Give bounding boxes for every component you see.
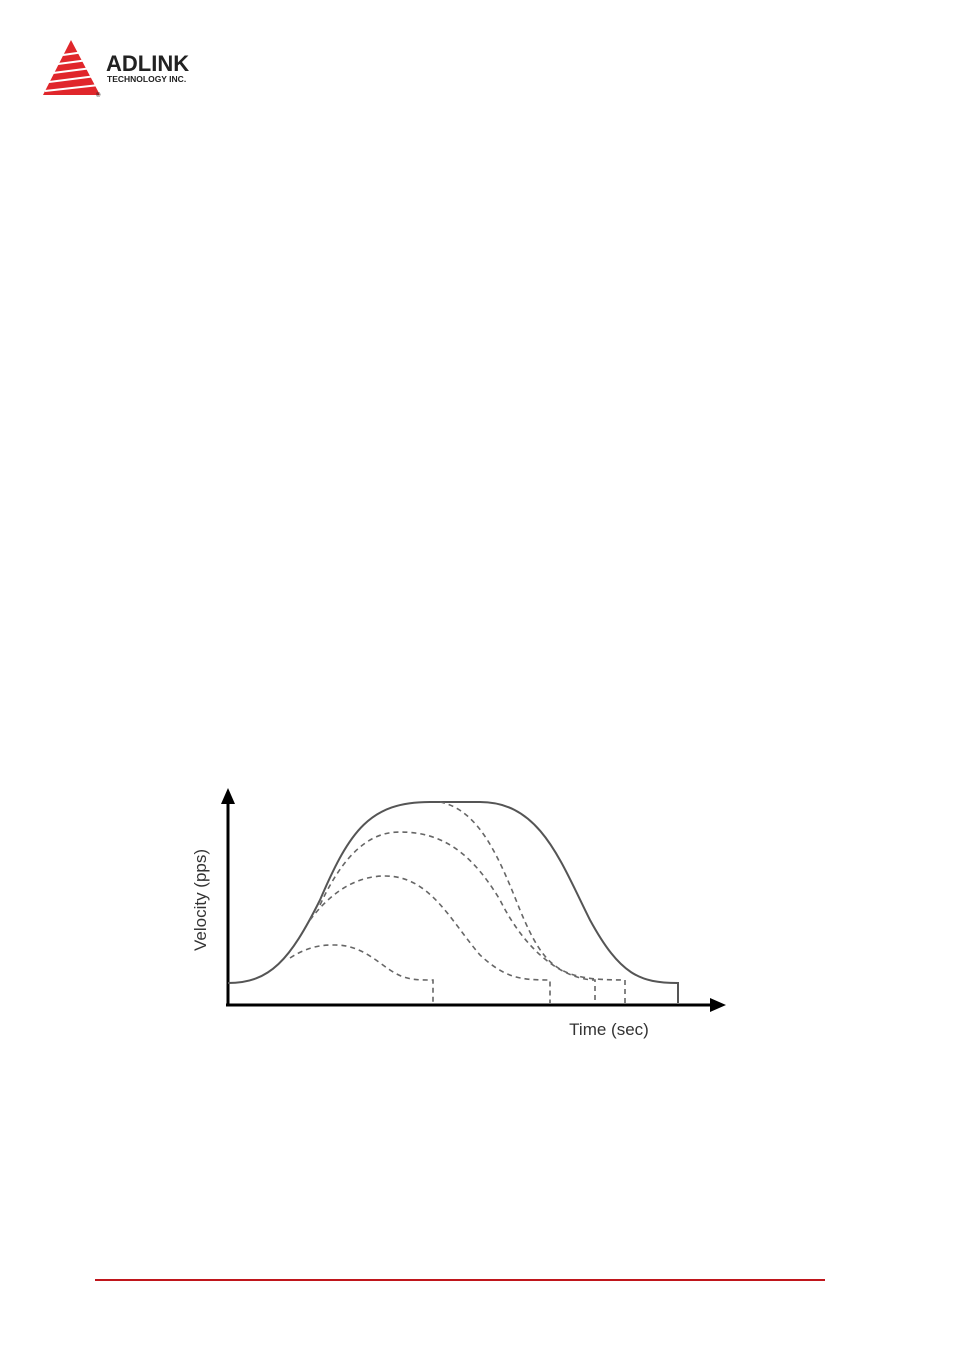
y-axis-label: Velocity (pps): [191, 849, 210, 951]
dashed-profile: [309, 875, 551, 1003]
x-arrow: [710, 998, 726, 1012]
logo: ADLINK TECHNOLOGY INC. ®: [43, 40, 189, 99]
dashed-profiles: [289, 801, 626, 1003]
y-arrow: [221, 788, 235, 804]
axes: [226, 800, 712, 1007]
x-axis-label: Time (sec): [569, 1020, 649, 1039]
dashed-profile: [289, 944, 434, 1003]
logo-mark: ®: [96, 92, 101, 99]
dashed-profile: [439, 801, 626, 1003]
logo-sub: TECHNOLOGY INC.: [107, 74, 186, 84]
logo-stripes: [44, 51, 100, 92]
dashed-profile: [319, 831, 596, 1003]
figure: Velocity (pps) Time (sec): [191, 788, 726, 1039]
logo-name: ADLINK: [106, 51, 189, 76]
profile-curve: [227, 801, 679, 1003]
